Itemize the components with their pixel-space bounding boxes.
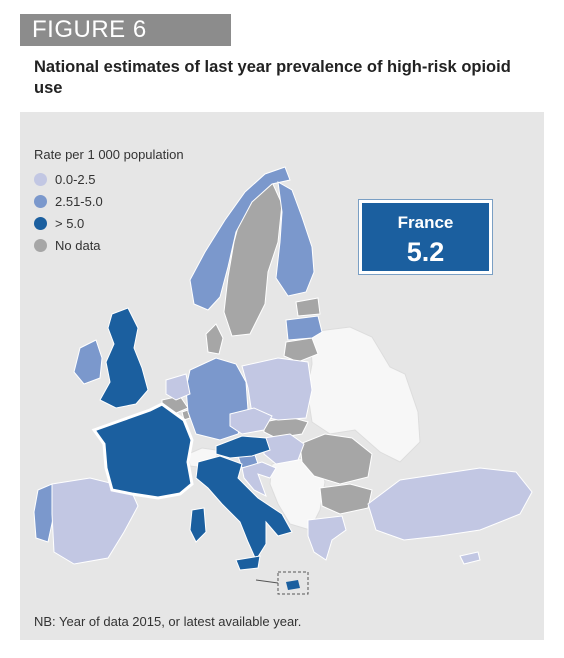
country-austria — [215, 435, 271, 459]
country-netherlands — [165, 373, 191, 401]
legend-label: > 5.0 — [55, 215, 85, 231]
country-greece — [307, 515, 347, 561]
map-legend: Rate per 1 000 population 0.0-2.5 2.51-5… — [34, 147, 184, 256]
country-poland — [241, 357, 313, 421]
footnote: NB: Year of data 2015, or latest availab… — [34, 614, 302, 629]
legend-label: No data — [55, 237, 101, 253]
country-united-kingdom — [99, 307, 149, 409]
legend-swatch — [34, 172, 47, 186]
legend-item: 2.51-5.0 — [34, 190, 184, 212]
country-czech — [229, 407, 273, 435]
map-panel: Rate per 1 000 population 0.0-2.5 2.51-5… — [20, 112, 544, 640]
legend-label: 2.51-5.0 — [55, 193, 103, 209]
legend-item: > 5.0 — [34, 212, 184, 234]
country-malta — [286, 580, 300, 590]
country-sweden — [223, 181, 283, 337]
country-italy — [195, 455, 293, 562]
country-norway — [189, 166, 291, 311]
legend-swatch — [34, 238, 47, 252]
country-france — [91, 402, 194, 500]
country-bulgaria — [319, 483, 373, 515]
country-hungary — [263, 433, 305, 465]
highlight-callout: France 5.2 — [359, 200, 492, 274]
country-sicily — [235, 555, 261, 571]
country-cyprus — [459, 551, 481, 565]
europe-map — [33, 166, 533, 595]
country-latvia — [285, 315, 323, 341]
legend-label: 0.0-2.5 — [55, 171, 96, 187]
malta-inset-leader — [255, 579, 279, 584]
country-portugal — [33, 483, 55, 543]
callout-country: France — [397, 213, 454, 232]
legend-swatch — [34, 216, 47, 230]
country-denmark — [205, 323, 224, 355]
legend-swatch — [34, 194, 47, 208]
country-estonia — [295, 297, 321, 317]
figure-title: National estimates of last year prevalen… — [34, 58, 511, 97]
figure-label: FIGURE 6 — [20, 14, 231, 46]
country-ireland — [73, 339, 103, 385]
country-turkey — [367, 467, 533, 541]
country-finland — [275, 181, 315, 297]
country-croatia — [241, 461, 277, 498]
legend-item: No data — [34, 234, 184, 256]
legend-title: Rate per 1 000 population — [34, 147, 184, 162]
callout-value: 5.2 — [406, 237, 445, 267]
country-sardinia — [189, 507, 207, 543]
legend-item: 0.0-2.5 — [34, 168, 184, 190]
country-romania — [299, 433, 373, 485]
